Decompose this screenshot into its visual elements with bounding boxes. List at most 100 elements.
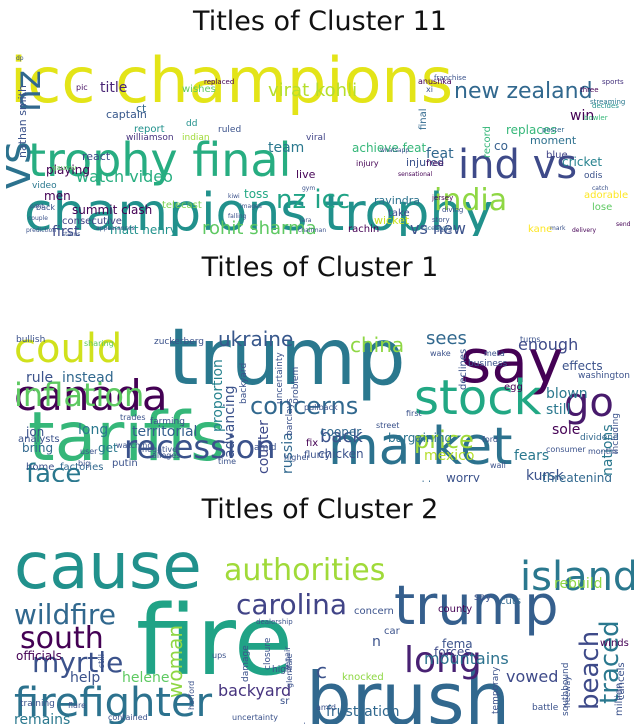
word-closure: closure (263, 637, 273, 670)
word-three: three (580, 86, 599, 94)
word-months: months (588, 447, 618, 456)
word-feat: feat (426, 146, 454, 162)
word-diving: diving (442, 206, 463, 214)
word-southbound: southbound (561, 663, 571, 716)
word-vs: vs (6, 141, 41, 190)
word-rachin: rachin (348, 224, 379, 235)
word-market: market (328, 417, 513, 477)
word-cooper: cooper (320, 425, 361, 439)
word-canada: canada (14, 371, 168, 420)
word-first: first (406, 409, 422, 418)
word-enough: enough (518, 335, 578, 354)
word-factories: factories (60, 462, 103, 473)
word-react: react (82, 150, 111, 163)
word-status: status (62, 231, 80, 236)
word-dealership: dealership (256, 618, 293, 626)
word-report: report (134, 124, 165, 135)
word-worry: worry (446, 471, 480, 482)
word-rohit-sharma: rohit sharma (202, 218, 317, 236)
word-poster: poster (542, 126, 564, 134)
word-c: c (316, 659, 327, 683)
word-odis: odis (584, 171, 603, 181)
word-back: back (36, 203, 55, 212)
word-achieve-feat: achieve feat (352, 141, 427, 155)
word-trump: trump (394, 574, 558, 637)
word-bullish: bullish (16, 335, 45, 345)
word-help: help (70, 670, 100, 686)
word-cancels: cancels (616, 662, 627, 700)
word-beach: beach (575, 631, 605, 710)
word-forces: forces (434, 645, 470, 659)
word-high: high (272, 665, 292, 675)
word-bring: bring (22, 441, 53, 455)
word-farming: farming (150, 417, 185, 427)
word-car: car (384, 626, 401, 637)
word-take: take (388, 208, 410, 219)
word-dividend: dividend (580, 433, 619, 443)
word-counter: counter (256, 420, 272, 474)
word-uncertainty: uncertainty (232, 713, 278, 722)
word-telecast: telecast (162, 200, 202, 211)
word-still: still (97, 654, 106, 668)
word-china: china (350, 333, 404, 357)
word-matt-henry: matt henry (110, 223, 177, 236)
word-training: training (20, 699, 55, 709)
word-temporary: temporary (491, 666, 501, 714)
word-remains: remains (14, 712, 70, 724)
word-nations: nations (600, 424, 616, 476)
word-pic: pic (76, 83, 88, 92)
word-frustration: frustration (326, 704, 400, 720)
cluster-11-title: Titles of Cluster 11 (193, 6, 447, 37)
word-trophy-final: trophy final (28, 133, 291, 187)
word-sees: sees (426, 328, 467, 349)
word-lose: lose (592, 202, 612, 213)
word-firefighter: firefighter (14, 680, 213, 724)
word-final: final (418, 108, 429, 130)
word-street: street (376, 421, 399, 430)
word-says: says (436, 226, 452, 234)
word-recession: recession (124, 428, 276, 466)
word-alleges: alleges (152, 451, 180, 460)
word-woman: woman (163, 625, 187, 698)
word-effects: effects (562, 359, 603, 373)
word-watching: watching (116, 441, 152, 450)
word-russia: russia (280, 432, 296, 474)
word-time: time (218, 457, 236, 466)
word-replaces: replaces (506, 123, 557, 137)
word-helene: helene (122, 670, 169, 686)
word-territorial: territorial (132, 424, 197, 440)
word-fema: fema (442, 637, 473, 651)
word-ravindra: ravindra (374, 194, 420, 207)
word-sensational: sensational (398, 171, 433, 178)
word-cause: cause (14, 530, 202, 604)
word-consumer: consumer (546, 445, 586, 454)
word-carolina: carolina (236, 588, 347, 621)
word-egg: egg (504, 382, 523, 393)
word-wishes: wishes (182, 84, 216, 95)
word-ind-vs: ind vs (458, 142, 577, 188)
word-summit-clash: summit clash (72, 203, 152, 217)
word-mexico: mexico (424, 448, 474, 464)
word-vowed: vowed (506, 667, 558, 686)
word-playing: playing (46, 163, 90, 177)
word-couple: couple (28, 215, 48, 222)
word-backyard: backyard (218, 681, 291, 700)
word-indian: indian (182, 133, 210, 143)
word-traced: traced (595, 620, 625, 704)
word-sole: sole (552, 422, 580, 438)
word-watch-video: watch video (76, 167, 173, 186)
word-face: face (26, 459, 81, 482)
word-still: still (546, 402, 570, 418)
word-business: business (468, 359, 508, 369)
word-concerns: concerns (250, 392, 358, 420)
word-streaming: streaming (590, 98, 625, 106)
word-big: big (78, 459, 90, 468)
word-chairman: chairman (298, 227, 326, 234)
word-freeway: freeway (563, 676, 572, 708)
word-proportion: proportion (210, 359, 226, 432)
word-threatening: threatening (542, 471, 612, 482)
word-washington: washington (578, 371, 630, 381)
word-brush: brush (306, 657, 510, 724)
word-images: images (240, 203, 262, 210)
word-story: story (432, 216, 450, 224)
